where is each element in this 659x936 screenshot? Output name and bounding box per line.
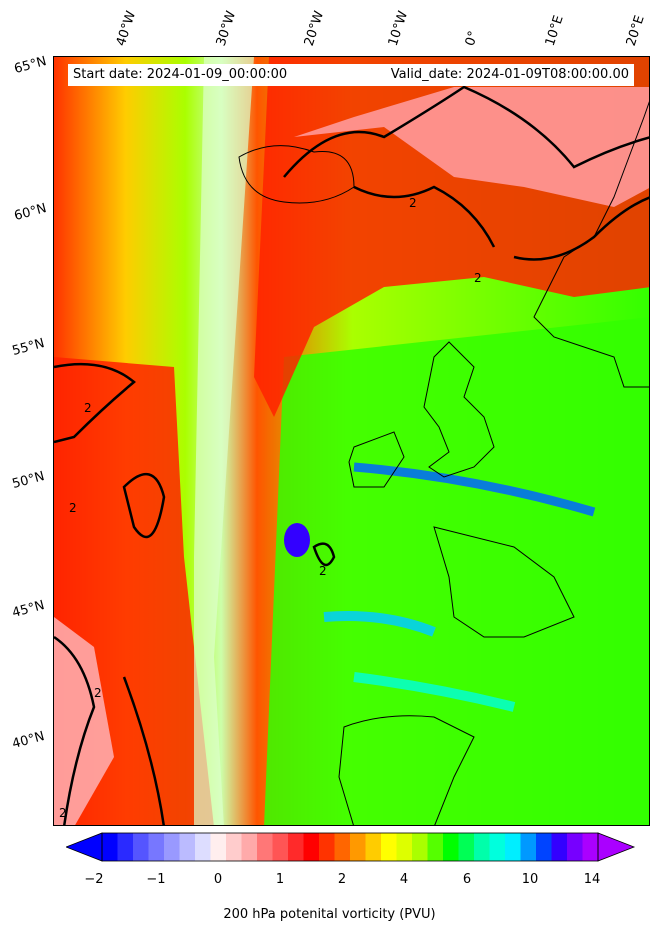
contour-labels: 2 2 2 2 2 2 2 xyxy=(59,196,482,820)
coastline-ireland xyxy=(348,431,405,488)
pv-field-map: 2 2 2 2 2 2 2 xyxy=(54,57,649,825)
contour-label: 2 xyxy=(59,806,67,820)
map-panel: 2 2 2 2 2 2 2 xyxy=(53,56,650,826)
contour-2pvu xyxy=(54,85,649,825)
date-info-bar: Start date: 2024-01-09_00:00:00 Valid_da… xyxy=(68,64,634,86)
colorbar-cell xyxy=(334,833,351,861)
lat-label-55n: 55°N xyxy=(10,336,47,359)
colorbar-tick-label: 1 xyxy=(275,872,285,887)
colorbar-cell xyxy=(319,833,335,861)
colorbar-outline xyxy=(101,832,599,862)
colorbar-title: 200 hPa potenital vorticity (PVU) xyxy=(223,907,436,922)
lon-label-40w: 40°W xyxy=(113,9,140,48)
lon-label-0: 0° xyxy=(462,29,482,48)
colorbar-tick-label: −2 xyxy=(84,872,104,887)
colorbar-cell xyxy=(288,833,304,861)
coastline-iceland xyxy=(238,145,355,204)
lat-label-60n: 60°N xyxy=(12,201,49,224)
lon-label-30w: 30°W xyxy=(213,9,240,48)
lon-label-10e: 10°E xyxy=(542,13,567,49)
lat-label-45n: 45°N xyxy=(10,598,47,621)
coastline-iberia xyxy=(338,715,475,825)
lat-label-40n: 40°N xyxy=(10,729,47,752)
contour-label: 2 xyxy=(474,271,482,285)
colorbar-cell xyxy=(133,833,149,861)
colorbar-cell xyxy=(551,833,568,861)
pv-jet-streak-1 xyxy=(353,462,596,517)
pv-minimum xyxy=(284,523,310,557)
colorbar xyxy=(66,832,636,862)
start-date-label: Start date: 2024-01-09_00:00:00 xyxy=(73,67,288,82)
lat-label-65n: 65°N xyxy=(12,54,49,77)
colorbar-cell xyxy=(179,833,196,861)
colorbar-extend-high xyxy=(597,832,636,862)
colorbar-cell xyxy=(458,833,475,861)
colorbar-cell xyxy=(396,833,413,861)
colorbar-tick-label: 6 xyxy=(462,872,472,887)
colorbar-cell xyxy=(536,833,552,861)
colorbar-cell xyxy=(381,833,397,861)
colorbar-cell xyxy=(505,833,521,861)
colorbar-cell xyxy=(427,833,444,861)
colorbar-extend-low xyxy=(66,832,103,862)
colorbar-cell xyxy=(195,833,211,861)
colorbar-cell xyxy=(520,833,537,861)
pv-jet-streak-2 xyxy=(323,611,436,637)
colorbar-tick-label: 10 xyxy=(521,872,539,887)
colorbar-cell xyxy=(582,833,599,861)
coastlines xyxy=(238,101,649,825)
colorbar-cell xyxy=(102,833,118,861)
colorbar-tick-label: 14 xyxy=(583,872,601,887)
colorbar-tick-label: −1 xyxy=(146,872,166,887)
colorbar-cell xyxy=(164,833,180,861)
pv-high-west-core xyxy=(54,617,114,825)
coastline-britain xyxy=(423,341,495,478)
coastline-france xyxy=(433,526,575,638)
contour-label: 2 xyxy=(319,564,327,578)
lon-label-10w: 10°W xyxy=(385,9,412,48)
contour-label: 2 xyxy=(409,196,417,210)
colorbar-cell xyxy=(117,833,134,861)
colorbar-cell xyxy=(257,833,273,861)
colorbar-tick-label: 0 xyxy=(213,872,223,887)
colorbar-cell xyxy=(272,833,289,861)
colorbar-cell xyxy=(443,833,459,861)
colorbar-cell xyxy=(210,833,227,861)
lon-label-20e: 20°E xyxy=(623,13,648,49)
lon-label-20w: 20°W xyxy=(301,9,328,48)
colorbar-cell xyxy=(148,833,165,861)
colorbar-cell xyxy=(474,833,490,861)
colorbar-cell xyxy=(489,833,506,861)
colorbar-cell xyxy=(412,833,428,861)
valid-date-label: Valid_date: 2024-01-09T08:00:00.00 xyxy=(390,67,629,82)
colorbar-cell xyxy=(567,833,583,861)
colorbar-cell xyxy=(350,833,366,861)
contour-label: 2 xyxy=(69,501,77,515)
colorbar-tick-label: 2 xyxy=(337,872,347,887)
colorbar-tick-label: 4 xyxy=(399,872,409,887)
pv-jet-streak-3 xyxy=(353,672,516,712)
coastline-scandinavia xyxy=(533,101,649,388)
contour-label: 2 xyxy=(84,401,92,415)
colorbar-cell xyxy=(365,833,382,861)
colorbar-cell xyxy=(303,833,320,861)
colorbar-cells xyxy=(102,833,599,861)
colorbar-cell xyxy=(241,833,258,861)
pv-low-streak xyxy=(194,57,254,825)
pv-high-north-core xyxy=(294,87,649,207)
colorbar-cell xyxy=(226,833,242,861)
lat-label-50n: 50°N xyxy=(10,469,47,492)
contour-label: 2 xyxy=(94,686,102,700)
